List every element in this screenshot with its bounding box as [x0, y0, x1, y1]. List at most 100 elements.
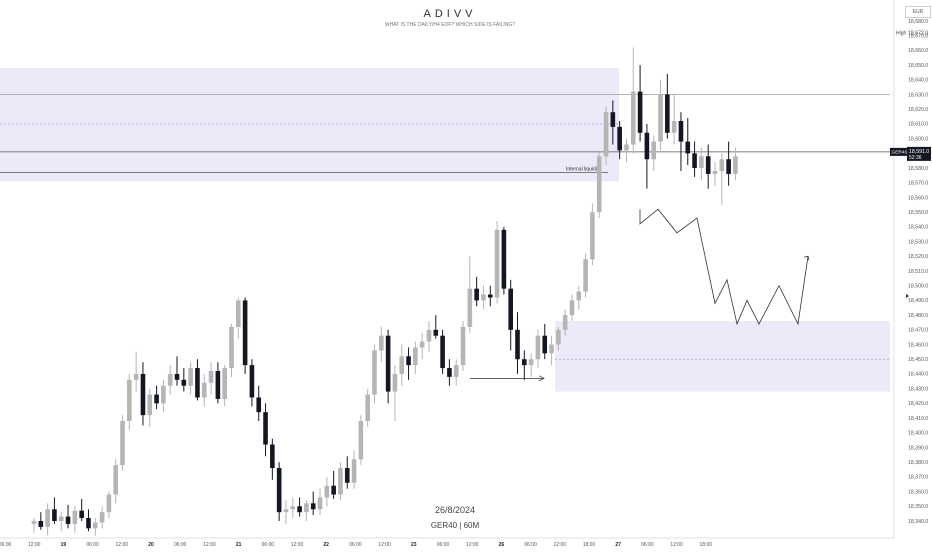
candle-body	[569, 300, 575, 316]
candle-body	[317, 497, 323, 510]
x-tick-label: 12:00	[554, 542, 567, 548]
lines-layer: Internal liquidity	[0, 94, 890, 173]
candle-body	[474, 288, 479, 301]
y-tick-label: 18,620.0	[908, 107, 928, 113]
chart-subtitle: WHAT IS THE DAILY/H4 EOF? WHICH SIDE IS …	[384, 22, 516, 28]
candle-body	[127, 379, 132, 421]
y-tick-label: 18,530.0	[908, 239, 928, 245]
candle-body	[549, 344, 554, 354]
y-tick-label: 18,430.0	[908, 386, 928, 392]
y-tick-label: 18,610.0	[908, 122, 928, 128]
candle-body	[392, 373, 398, 392]
candle-body	[297, 506, 302, 513]
candle-body	[358, 421, 364, 460]
candle-body	[140, 373, 146, 416]
candle-body	[726, 159, 731, 174]
candle-body	[719, 159, 725, 171]
candle-body	[188, 368, 193, 386]
candle-body	[460, 326, 466, 366]
current-symbol: GER40	[892, 150, 908, 156]
candle-body	[242, 300, 248, 366]
currency-button[interactable]: EUR	[905, 6, 931, 18]
upper-zone	[0, 68, 619, 182]
candle-body	[270, 444, 275, 469]
x-tick-label: 12:00	[466, 542, 479, 548]
y-tick-label: 18,410.0	[908, 416, 928, 422]
zones-layer	[0, 68, 890, 392]
candle-body	[263, 412, 268, 445]
candle-body	[562, 315, 568, 330]
candle-body	[501, 229, 507, 289]
y-tick-label: 18,470.0	[908, 328, 928, 334]
x-tick-label: 06:00	[524, 542, 537, 548]
chart-title: ADIVV	[423, 8, 477, 20]
x-tick-label: 22	[323, 542, 329, 548]
candle-body	[644, 132, 650, 160]
current-price-tag	[907, 146, 931, 161]
x-tick-label: 23	[411, 542, 417, 548]
candle-body	[365, 394, 370, 421]
y-tick-label: 18,550.0	[908, 210, 928, 216]
candle-body	[133, 373, 139, 380]
y-tick-label: 18,420.0	[908, 401, 928, 407]
candle-body	[86, 518, 91, 529]
candle-body	[229, 326, 234, 369]
y-tick-label: 18,660.0	[908, 48, 928, 54]
x-tick-label: 26	[499, 542, 505, 548]
candle-body	[344, 468, 350, 483]
candle-body	[45, 509, 50, 527]
candle-body	[705, 156, 711, 174]
candle-body	[508, 288, 513, 330]
candle-body	[106, 494, 112, 513]
x-tick-label: 27	[615, 542, 621, 548]
candle-body	[733, 156, 738, 174]
candle-body	[522, 359, 527, 366]
x-tick-label: 12:00	[203, 542, 216, 548]
candle-body	[58, 516, 64, 521]
x-tick-label: 06:00	[0, 542, 11, 548]
axis-marker-icon	[906, 294, 909, 298]
candle-body	[487, 294, 493, 298]
candle-body	[195, 368, 200, 398]
candle-body	[712, 171, 718, 174]
y-tick-label: 18,640.0	[908, 78, 928, 84]
candle-body	[556, 329, 561, 345]
x-tick-label: 21	[236, 542, 242, 548]
x-tick-label: 18:00	[700, 542, 713, 548]
candle-body	[685, 141, 691, 154]
candle-body	[699, 156, 704, 169]
projection-arrow-head	[803, 255, 810, 261]
candle-body	[481, 294, 486, 301]
internal-liquidity-label: Internal liquidity	[566, 166, 601, 172]
y-tick-label: 18,680.0	[908, 19, 928, 25]
candle-body	[31, 521, 37, 524]
y-tick-label: 18,500.0	[908, 284, 928, 290]
candle-body	[236, 300, 241, 327]
y-tick-label: 18,360.0	[908, 489, 928, 495]
current-price: 18,591.0	[909, 149, 929, 155]
candle-body	[72, 510, 78, 524]
candle-body	[678, 121, 684, 142]
candle-body	[249, 365, 255, 398]
candle-body	[535, 335, 541, 360]
x-tick-label: 18:00	[583, 542, 596, 548]
candle-body	[413, 347, 418, 366]
candle-body	[222, 368, 227, 399]
candles-layer	[31, 47, 738, 536]
candle-body	[174, 373, 180, 380]
candle-body	[494, 229, 500, 298]
candle-body	[215, 371, 221, 399]
candle-body	[310, 503, 316, 510]
candle-body	[433, 329, 439, 336]
candle-body	[38, 521, 44, 527]
candle-body	[399, 356, 405, 374]
y-tick-label: 18,630.0	[908, 92, 928, 98]
candle-body	[528, 359, 534, 366]
high-tag: High	[896, 31, 907, 37]
candle-body	[590, 212, 595, 260]
candle-body	[290, 506, 296, 510]
candle-body	[665, 94, 670, 133]
y-tick-label: 18,350.0	[908, 504, 928, 510]
